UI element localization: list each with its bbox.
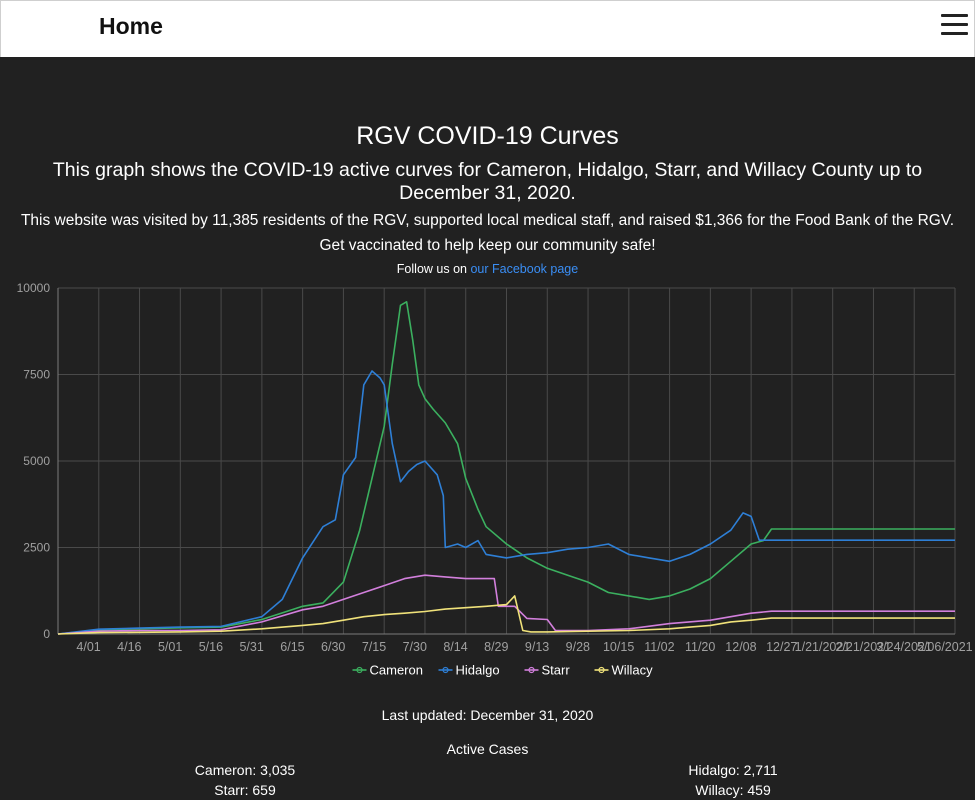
- x-tick-label: 9/28: [566, 640, 590, 654]
- legend-marker-willacy: [598, 666, 605, 674]
- menu-bar-2: [941, 23, 968, 26]
- y-tick-label: 7500: [23, 368, 50, 382]
- legend-label-hidalgo: Hidalgo: [456, 663, 500, 678]
- cameron-cases: Cameron: 3,035: [194, 762, 296, 778]
- follow-prefix: Follow us on: [396, 262, 467, 276]
- x-tick-label: 1/21/2021: [795, 640, 851, 654]
- facebook-link[interactable]: our Facebook page: [470, 262, 579, 276]
- x-tick-label: 3/24/2021: [876, 640, 932, 654]
- x-tick-label: 11/02: [644, 640, 674, 654]
- legend-marker-hidalgo: [442, 666, 449, 674]
- x-tick-label: 12/08: [725, 640, 756, 654]
- series-line-willacy: [57, 595, 955, 635]
- hidalgo-cases: Hidalgo: 2,711: [688, 762, 778, 778]
- y-tick-label: 5000: [23, 454, 50, 468]
- x-tick-label: 5/01: [158, 640, 182, 654]
- active-cases-title: Active Cases: [446, 741, 529, 757]
- y-tick-label: 0: [43, 627, 50, 641]
- follow-text: Follow us on our Facebook page: [0, 262, 975, 276]
- x-tick-label: 12/27: [766, 640, 797, 654]
- x-tick-label: 6/30: [321, 640, 345, 654]
- page-title: RGV COVID-19 Curves: [356, 122, 619, 150]
- x-tick-label: 7/30: [403, 640, 427, 654]
- willacy-cases: Willacy: 459: [695, 782, 771, 798]
- series-line-hidalgo: [57, 370, 955, 635]
- x-tick-label: 11/20: [685, 640, 715, 654]
- series-line-starr: [57, 574, 955, 635]
- x-tick-label: 2/21/2021: [835, 640, 891, 654]
- x-tick-label: 8/29: [484, 640, 508, 654]
- x-tick-label: 4/01: [76, 640, 100, 654]
- y-tick-label: 10000: [17, 281, 51, 295]
- page-subtitle: This graph shows the COVID-19 active cur…: [52, 159, 923, 204]
- x-tick-label: 6/15: [280, 640, 304, 654]
- legend-label-willacy: Willacy: [612, 663, 654, 678]
- menu-bar-1: [941, 14, 968, 17]
- legend-label-cameron: Cameron: [370, 663, 423, 678]
- home-link[interactable]: Home: [99, 13, 163, 39]
- x-tick-label: 7/15: [362, 640, 386, 654]
- vaccine-text: Get vaccinated to help keep our communit…: [319, 237, 656, 254]
- x-tick-label: 5/31: [239, 640, 263, 654]
- legend-label-starr: Starr: [542, 663, 571, 678]
- x-tick-label: 8/14: [443, 640, 467, 654]
- y-tick-label: 2500: [23, 541, 50, 555]
- x-tick-label: 10/15: [603, 640, 634, 654]
- visits-text: This website was visited by 11,385 resid…: [20, 212, 955, 229]
- menu-bar-3: [941, 32, 968, 35]
- x-tick-label: 4/16: [117, 640, 141, 654]
- legend-marker-cameron: [356, 666, 363, 674]
- series-line-cameron: [57, 301, 955, 635]
- last-updated: Last updated: December 31, 2020: [381, 707, 594, 723]
- starr-cases: Starr: 659: [214, 782, 276, 798]
- legend-marker-starr: [528, 666, 535, 674]
- top-navbar: Home: [0, 0, 975, 57]
- x-tick-label: 9/13: [525, 640, 549, 654]
- covid-line-chart: 0 2500 5000 7500 10000 4/01 4/16 5/01 5/16 5/31 6/…: [17, 281, 973, 678]
- hamburger-menu-icon[interactable]: [941, 14, 968, 36]
- x-tick-label: 5/16: [199, 640, 223, 654]
- x-tick-label: 5/06/2021: [917, 640, 973, 654]
